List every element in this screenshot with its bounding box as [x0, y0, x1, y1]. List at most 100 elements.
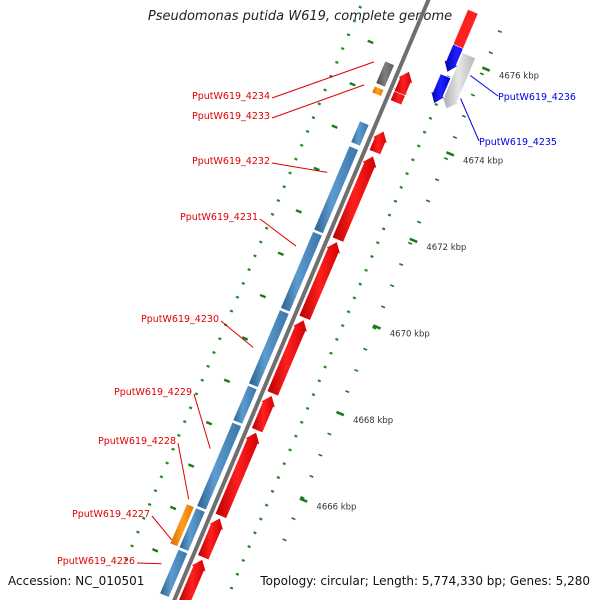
gc-dot — [317, 379, 322, 383]
minor-tick — [300, 495, 305, 500]
gc-dot — [305, 129, 310, 134]
gene-label: PputW619_4229 — [114, 387, 192, 398]
gc-dot — [282, 185, 286, 189]
minor-tick — [282, 538, 287, 542]
gc-dot — [311, 116, 316, 120]
major-tick — [481, 66, 491, 72]
cds-forward-arrow — [298, 241, 341, 321]
gc-dot — [141, 516, 146, 520]
cds-forward-arrow — [266, 319, 308, 397]
gc-dot — [258, 517, 263, 521]
inner-tick — [241, 336, 249, 341]
gc-dot — [375, 241, 380, 245]
gene-leader-line — [271, 61, 375, 99]
gc-dot — [288, 448, 292, 452]
inner-dot-track — [124, 5, 363, 562]
gc-dot — [136, 530, 140, 534]
minor-tick — [327, 432, 332, 436]
gc-dot — [165, 461, 169, 465]
major-tick — [299, 497, 308, 503]
gc-dot — [235, 572, 240, 576]
genome-summary-text: Topology: circular; Length: 5,774,330 bp… — [260, 574, 590, 588]
gene-label: PputW619_4230 — [141, 314, 219, 325]
gc-dot — [370, 254, 374, 259]
major-tick — [372, 324, 382, 330]
cds-reverse-arrow — [430, 73, 452, 104]
gc-dot — [434, 102, 439, 107]
gc-dot — [276, 198, 281, 203]
gene-label: PputW619_4227 — [72, 509, 150, 520]
gene-label: PputW619_4233 — [192, 111, 270, 122]
gc-dot — [241, 281, 246, 286]
gene-label: PputW619_4235 — [479, 137, 557, 148]
cds-forward-arrow — [393, 70, 414, 97]
gc-dot — [364, 268, 368, 272]
inner-tick — [349, 81, 356, 87]
gene-leader-line — [151, 515, 172, 541]
gene-feature-box — [159, 548, 189, 598]
minor-tick — [434, 178, 440, 182]
gc-dot — [411, 158, 415, 162]
gc-dot — [311, 393, 316, 397]
gene-feature-box — [178, 507, 206, 552]
cds-forward-arrow — [331, 155, 378, 243]
minor-tick — [488, 51, 493, 55]
gc-dot — [323, 88, 327, 92]
minor-tick — [461, 114, 467, 118]
gene-label: PputW619_4226 — [57, 556, 135, 567]
tick-label: 4666 kbp — [316, 503, 356, 513]
gc-dot — [428, 116, 433, 120]
gc-dot — [393, 199, 398, 203]
gc-dot — [235, 295, 240, 299]
minor-tick — [416, 220, 422, 224]
tick-label: 4670 kbp — [390, 329, 430, 339]
gc-dot — [346, 33, 351, 37]
gc-dot — [358, 5, 363, 9]
gene-leader-line — [460, 98, 480, 142]
minor-tick — [390, 284, 395, 288]
inner-tick — [313, 166, 320, 172]
gc-dot — [241, 558, 246, 563]
gc-dot — [399, 185, 404, 190]
gc-dot — [352, 296, 357, 300]
gc-dot — [270, 212, 275, 216]
inner-tick — [205, 420, 213, 426]
cds-forward-arrow — [178, 558, 207, 600]
gene-leader-line — [271, 162, 328, 173]
gene-feature-box — [313, 145, 359, 234]
feature-track — [159, 8, 493, 600]
gc-dot — [188, 406, 193, 410]
gc-dot — [276, 475, 281, 480]
inner-tick — [367, 39, 374, 45]
gc-dot — [218, 337, 222, 341]
accession-text: Accession: NC_010501 — [8, 574, 145, 588]
gc-dot — [294, 157, 298, 161]
gc-dot — [405, 171, 409, 176]
gc-dot — [229, 586, 234, 590]
gene-label: PputW619_4228 — [98, 436, 176, 447]
minor-tick — [381, 305, 386, 309]
gene-feature-box — [196, 421, 242, 511]
gene-label: PputW619_4232 — [192, 156, 270, 167]
gc-dot — [299, 143, 304, 147]
gene-feature-box — [232, 384, 258, 425]
gc-dot — [130, 544, 134, 548]
gc-dot — [147, 502, 152, 507]
cds-forward-arrow — [214, 431, 261, 519]
gene-label: PputW619_4236 — [498, 92, 576, 103]
minor-tick — [407, 241, 413, 245]
gc-dot — [352, 19, 357, 23]
gc-dot — [177, 433, 181, 438]
gc-dot — [247, 545, 251, 549]
major-tick — [409, 237, 418, 244]
gc-dot — [200, 378, 205, 382]
map-title: Pseudomonas putida W619, complete genome — [147, 9, 453, 24]
gene-label: PputW619_4231 — [180, 212, 258, 223]
minor-tick — [372, 326, 377, 330]
gene-label: PputW619_4234 — [192, 91, 270, 102]
backbone — [172, 0, 431, 600]
gc-dot — [294, 434, 298, 438]
gene-leader-line — [136, 562, 162, 565]
inner-tick — [223, 378, 231, 384]
